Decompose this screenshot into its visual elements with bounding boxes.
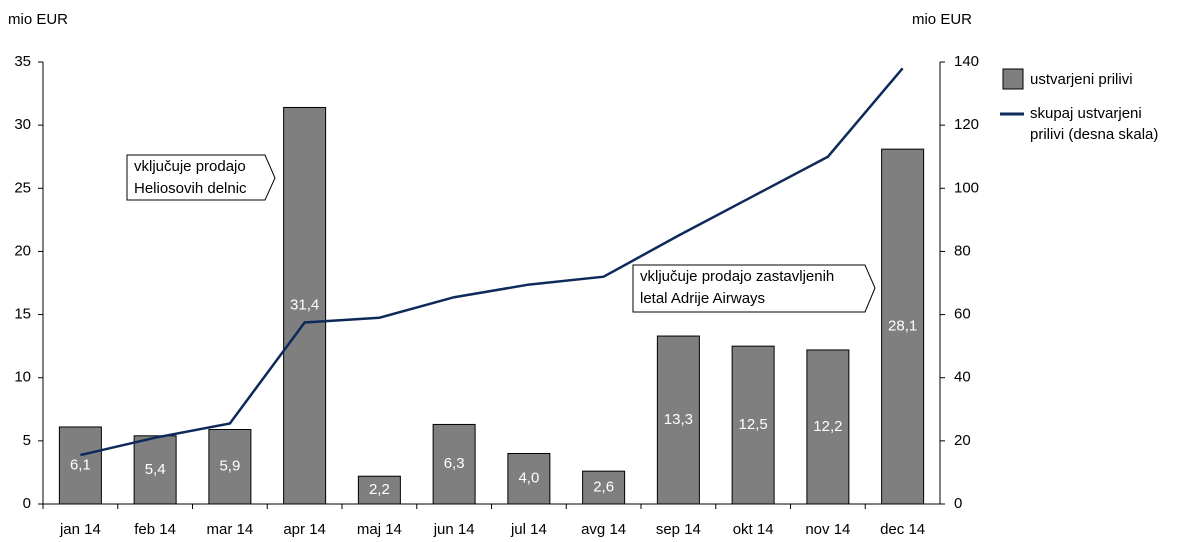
value-label: 6,1 [70,456,91,473]
x-tick-label: jul 14 [510,521,547,538]
y-tick-label: 5 [23,432,31,449]
y-tick-label: 10 [14,369,31,386]
annotation: Heliosovih delnic [134,180,247,197]
y2-axis-label: mio EUR [912,11,972,28]
y-tick-label: 20 [14,242,31,259]
y-tick-label: 35 [14,53,31,70]
y2-tick-label: 120 [954,116,979,133]
y-axis-label: mio EUR [8,11,68,28]
x-tick-label: jan 14 [59,521,101,538]
bar [357,475,401,505]
bar [806,349,850,505]
callout-box [632,264,876,313]
annotation: vključuje prodajo [134,158,246,175]
y-tick-label: 0 [23,495,31,512]
value-label: 4,0 [518,470,539,487]
callout-box [126,154,276,201]
y2-tick-label: 140 [954,53,979,70]
y-tick-label: 25 [14,179,31,196]
value-label: 5,4 [145,461,166,478]
bar [731,345,775,505]
line [80,67,904,457]
value-label: 13,3 [664,411,693,428]
y-tick-label: 30 [14,116,31,133]
bar [133,435,177,505]
y2-tick-label: 80 [954,242,971,259]
annotation: letal Adrije Airways [640,290,765,307]
x-tick-label: mar 14 [207,521,254,538]
value-label: 28,1 [888,318,917,335]
value-label: 12,5 [739,416,768,433]
y2-tick-label: 100 [954,179,979,196]
legend-label: ustvarjeni prilivi [1030,71,1133,88]
bar [58,426,102,505]
bar [432,423,476,505]
x-tick-label: nov 14 [805,521,850,538]
bar [507,452,551,505]
bar [283,106,327,505]
y2-tick-label: 60 [954,306,971,323]
value-label: 6,3 [444,455,465,472]
y2-tick-label: 0 [954,495,962,512]
annotation: vključuje prodajo zastavljenih [640,268,834,285]
value-label: 5,9 [219,458,240,475]
x-tick-label: jun 14 [433,521,475,538]
legend-swatch [1002,68,1024,90]
value-label: 31,4 [290,297,319,314]
bar [582,470,626,505]
y2-tick-label: 40 [954,369,971,386]
x-tick-label: dec 14 [880,521,925,538]
value-label: 2,6 [593,479,614,496]
x-tick-label: sep 14 [656,521,701,538]
x-tick-label: avg 14 [581,521,626,538]
legend-label: skupaj ustvarjeni prilivi (desna skala) [1030,105,1159,143]
value-label: 12,2 [813,418,842,435]
x-tick-label: maj 14 [357,521,402,538]
x-tick-label: okt 14 [733,521,774,538]
bar [208,428,252,505]
value-label: 2,2 [369,481,390,498]
bar [881,148,925,505]
x-tick-label: feb 14 [134,521,176,538]
y2-tick-label: 20 [954,432,971,449]
y-tick-label: 15 [14,306,31,323]
x-tick-label: apr 14 [283,521,326,538]
